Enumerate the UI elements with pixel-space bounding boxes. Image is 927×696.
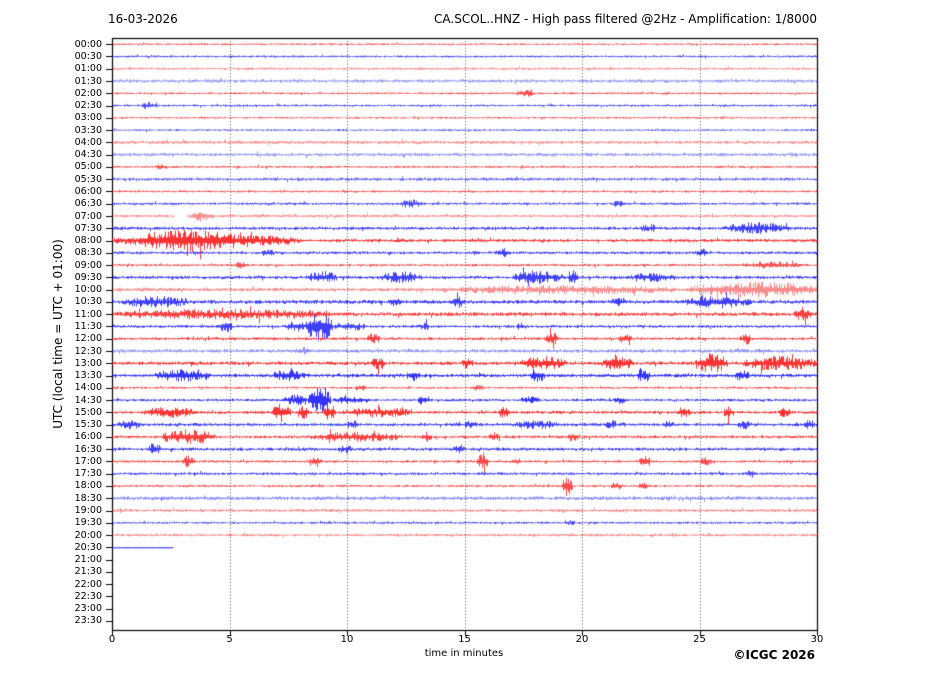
y-tick-label: 02:00: [74, 87, 102, 99]
y-tick-label: 17:00: [74, 455, 102, 467]
x-tick-label: 10: [340, 634, 354, 645]
y-tick-label: 05:30: [74, 173, 102, 185]
y-tick-label: 18:00: [74, 480, 102, 492]
y-tick-label: 19:30: [74, 517, 102, 529]
y-tick-label: 21:00: [74, 554, 102, 566]
y-tick-label: 09:00: [74, 259, 102, 271]
y-tick-label: 00:00: [74, 38, 102, 50]
y-tick-label: 16:00: [74, 431, 102, 443]
x-tick-label: 15: [458, 634, 471, 645]
y-tick-label: 22:00: [74, 578, 102, 590]
y-tick-label: 13:30: [74, 370, 102, 382]
y-tick-label: 18:30: [74, 492, 102, 504]
y-tick-label: 09:30: [74, 271, 102, 283]
y-tick-label: 15:00: [74, 406, 102, 418]
y-tick-label: 20:30: [74, 541, 102, 553]
y-tick-label: 16:30: [74, 443, 102, 455]
y-tick-label: 19:00: [74, 505, 102, 517]
y-tick-label: 07:30: [74, 222, 102, 234]
x-tick-label: 20: [575, 634, 589, 645]
y-tick-label: 02:30: [74, 100, 102, 112]
y-tick-label: 01:00: [74, 63, 102, 75]
y-tick-label: 01:30: [74, 75, 102, 87]
y-tick-label: 07:00: [74, 210, 102, 222]
y-tick-label: 06:00: [74, 185, 102, 197]
x-tick-label: 30: [810, 634, 824, 645]
y-tick-label: 11:00: [74, 308, 102, 320]
y-tick-label: 15:30: [74, 419, 102, 431]
y-tick-label: 23:00: [74, 603, 102, 615]
y-tick-label: 12:00: [74, 333, 102, 345]
y-tick-label: 23:30: [74, 615, 102, 627]
y-tick-label: 22:30: [74, 590, 102, 602]
x-tick-label: 5: [226, 634, 233, 645]
y-tick-label: 10:30: [74, 296, 102, 308]
y-tick-label: 21:30: [74, 566, 102, 578]
y-tick-label: 04:30: [74, 149, 102, 161]
y-tick-label: 04:00: [74, 136, 102, 148]
y-tick-label: 10:00: [74, 284, 102, 296]
x-axis-label: time in minutes: [424, 648, 504, 659]
y-tick-label: 06:30: [74, 198, 102, 210]
y-tick-label: 12:30: [74, 345, 102, 357]
x-tick-label: 0: [108, 634, 116, 645]
y-tick-label: 20:00: [74, 529, 102, 541]
copyright-label: ©ICGC 2026: [733, 648, 815, 662]
y-tick-label: 14:00: [74, 382, 102, 394]
y-tick-label: 05:00: [74, 161, 102, 173]
y-tick-label: 11:30: [74, 320, 102, 332]
y-tick-label: 13:00: [74, 357, 102, 369]
y-tick-label: 17:30: [74, 468, 102, 480]
y-tick-label: 14:30: [74, 394, 102, 406]
y-tick-label: 03:30: [74, 124, 102, 136]
x-tick-label: 25: [693, 634, 706, 645]
y-tick-label: 08:30: [74, 247, 102, 259]
y-tick-label: 03:00: [74, 112, 102, 124]
y-tick-label: 00:30: [74, 50, 102, 62]
y-tick-label: 08:00: [74, 235, 102, 247]
